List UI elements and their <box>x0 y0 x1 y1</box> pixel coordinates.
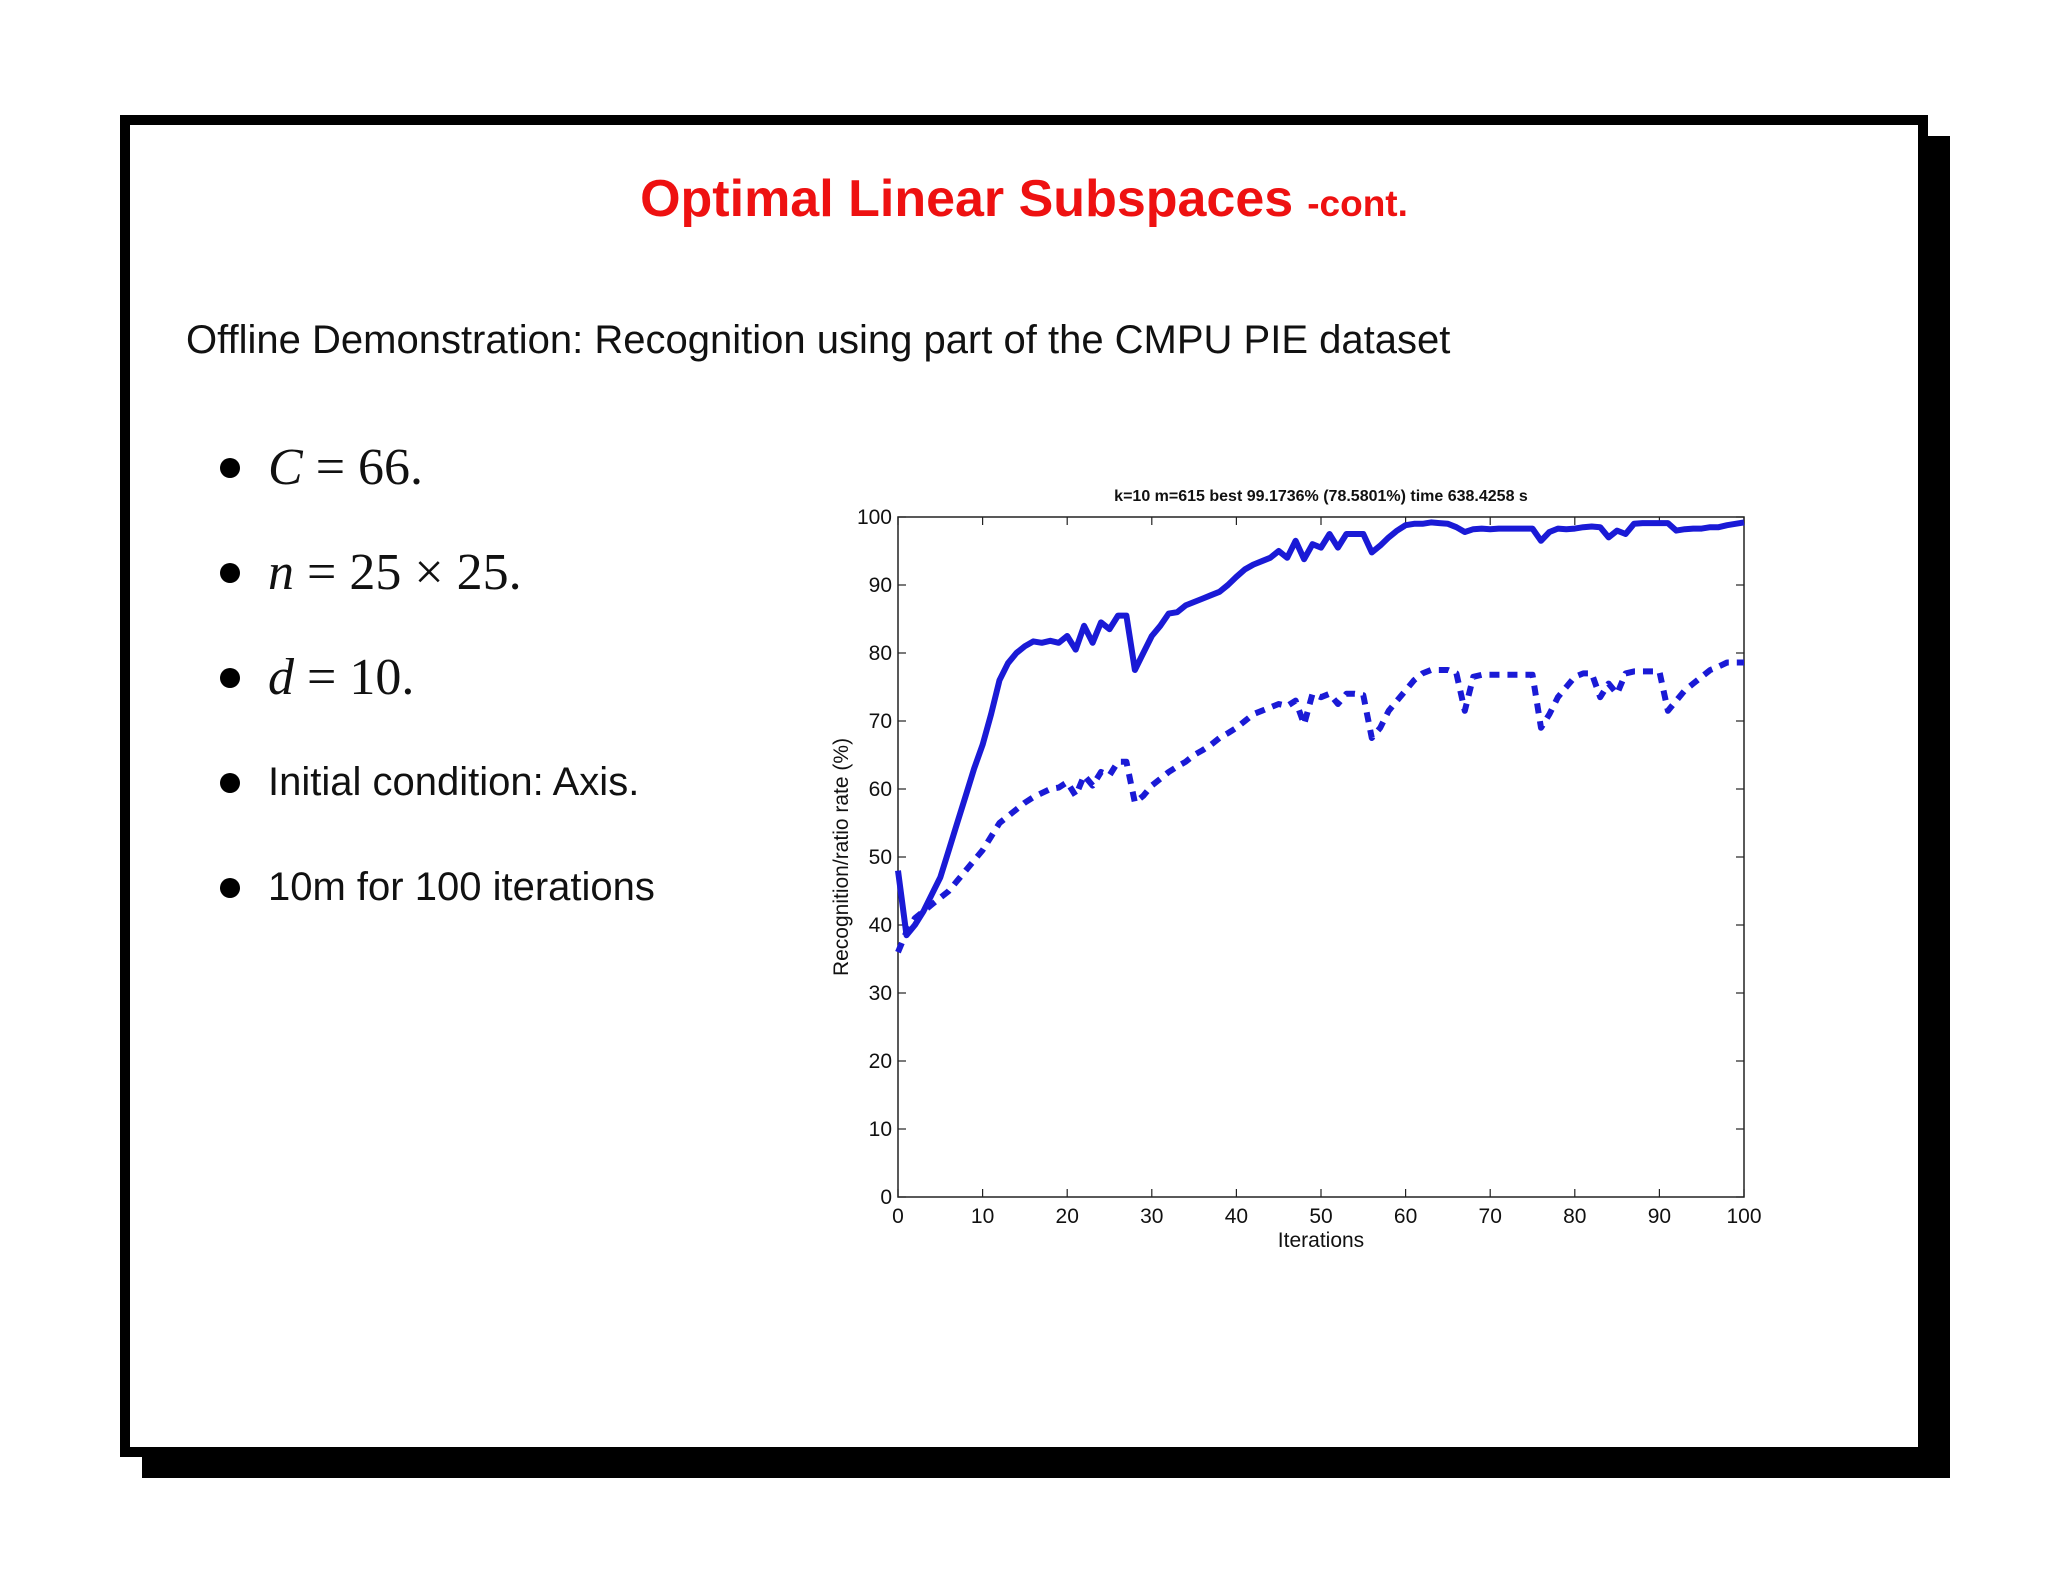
y-tick-label: 90 <box>869 574 892 597</box>
series-line-solid <box>895 519 1745 939</box>
math-variable: d <box>268 649 294 706</box>
slide-title-suffix: -cont. <box>1307 183 1408 224</box>
bullet-item: 10m for 100 iterations <box>220 835 655 940</box>
math-expression: = 10. <box>294 649 415 706</box>
bullet-math: n = 25 × 25. <box>268 543 522 602</box>
y-tick-label: 100 <box>857 506 892 529</box>
y-tick-label: 50 <box>869 846 892 869</box>
x-tick-label: 80 <box>1563 1205 1586 1228</box>
y-tick-label: 10 <box>869 1118 892 1141</box>
slide-subtitle: Offline Demonstration: Recognition using… <box>186 318 1451 362</box>
y-tick-label: 70 <box>869 710 892 733</box>
x-tick-label: 20 <box>1056 1205 1079 1228</box>
chart-title: k=10 m=615 best 99.1736% (78.5801%) time… <box>1114 488 1528 505</box>
x-tick-label: 90 <box>1648 1205 1671 1228</box>
slide-title-main: Optimal Linear Subspaces <box>640 170 1294 228</box>
y-tick-label: 80 <box>869 642 892 665</box>
x-tick-label: 40 <box>1225 1205 1248 1228</box>
x-tick-label: 50 <box>1309 1205 1332 1228</box>
bullet-item: Initial condition: Axis. <box>220 730 655 835</box>
slide-frame: Optimal Linear Subspaces -cont. Offline D… <box>120 115 1928 1457</box>
bullet-dot-icon <box>220 877 240 898</box>
x-tick-label: 100 <box>1726 1205 1761 1228</box>
bullet-item: d = 10. <box>220 625 655 730</box>
y-tick-label: 20 <box>869 1050 892 1073</box>
x-tick-label: 30 <box>1140 1205 1163 1228</box>
y-tick-label: 0 <box>880 1186 892 1209</box>
bullet-dot-icon <box>220 457 240 478</box>
math-variable: C <box>268 439 303 496</box>
y-tick-label: 30 <box>869 982 892 1005</box>
x-tick-label: 70 <box>1479 1205 1502 1228</box>
bullet-text: Initial condition: Axis. <box>268 760 640 804</box>
bullet-text: 10m for 100 iterations <box>268 865 655 909</box>
x-axis-label: Iterations <box>1278 1229 1364 1252</box>
math-expression: = 66. <box>302 439 424 496</box>
bullet-item: n = 25 × 25. <box>220 520 655 625</box>
bullet-dot-icon <box>220 772 240 793</box>
y-tick-label: 60 <box>869 778 892 801</box>
series-line-dashed <box>895 659 1744 954</box>
math-variable: n <box>268 544 294 601</box>
math-expression: = 25 × 25. <box>294 544 522 601</box>
x-tick-label: 10 <box>971 1205 994 1228</box>
slide-title: Optimal Linear Subspaces -cont. <box>130 169 1918 229</box>
bullet-math: C = 66. <box>268 438 423 497</box>
plot-area-frame <box>897 516 1745 1198</box>
y-axis-label: Recognition/ratio rate (%) <box>830 738 853 976</box>
x-tick-label: 60 <box>1394 1205 1417 1228</box>
bullet-dot-icon <box>220 667 240 688</box>
bullet-list: C = 66. n = 25 × 25. d = 10. Initial con… <box>220 415 655 940</box>
bullet-dot-icon <box>220 562 240 583</box>
recognition-chart: 0 10 20 30 40 50 60 70 80 90 100 0 10 20 30 40 50 60 70 80 9… <box>830 488 1762 1252</box>
bullet-math: d = 10. <box>268 648 414 707</box>
y-tick-label: 40 <box>869 914 892 937</box>
x-tick-label: 0 <box>892 1205 904 1228</box>
bullet-item: C = 66. <box>220 415 655 520</box>
